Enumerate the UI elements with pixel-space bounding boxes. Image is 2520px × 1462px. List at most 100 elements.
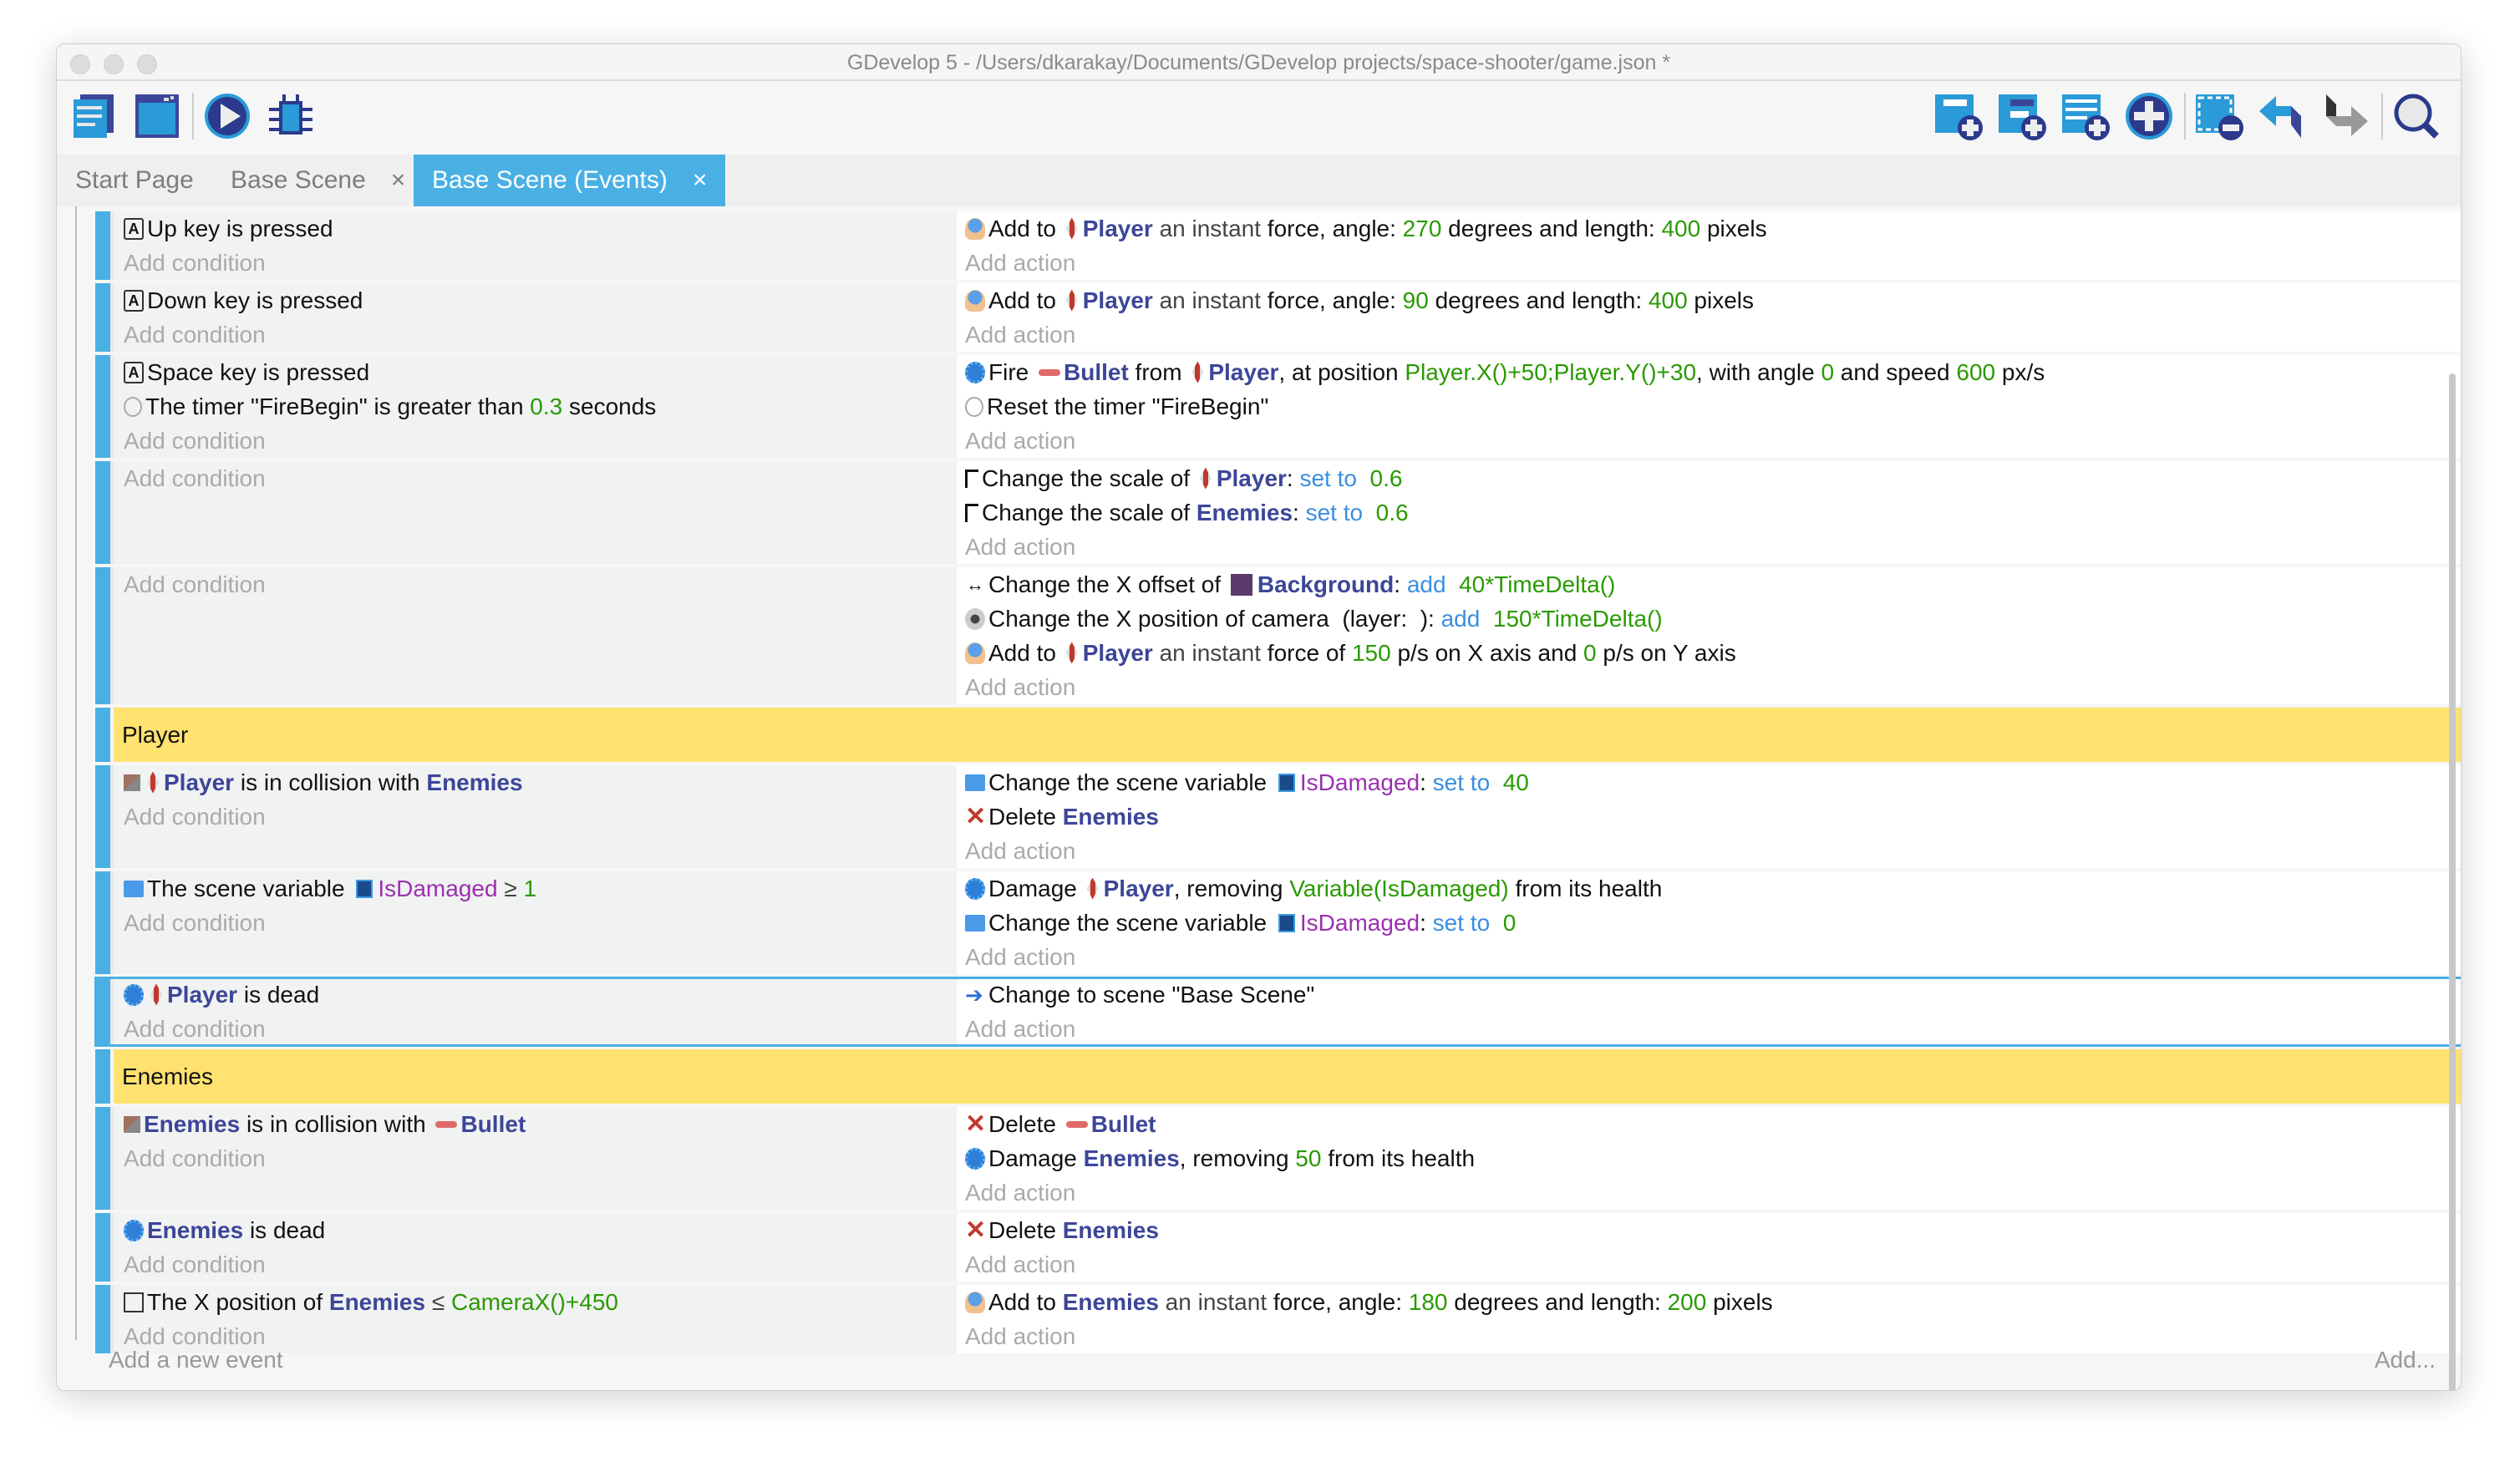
undo-icon[interactable] bbox=[2258, 91, 2308, 141]
object-name[interactable]: Bullet bbox=[1064, 359, 1129, 385]
add-condition-button[interactable]: Add condition bbox=[124, 571, 266, 597]
action[interactable]: Change the scale of Enemies: set to 0.6 bbox=[965, 495, 2461, 530]
add-event-icon[interactable] bbox=[1933, 91, 1984, 141]
tab-start-page[interactable]: Start Page bbox=[57, 155, 212, 206]
action[interactable]: ✕ Delete Enemies bbox=[965, 800, 2461, 834]
add-condition-button[interactable]: Add condition bbox=[124, 1323, 266, 1349]
add-action-button[interactable]: Add action bbox=[965, 428, 1076, 454]
event-row[interactable]: Enemies is in collision with Bullet Add c… bbox=[95, 1107, 2461, 1210]
add-action-button[interactable]: Add action bbox=[965, 838, 1076, 864]
preview-play-icon[interactable] bbox=[202, 91, 252, 141]
object-name[interactable]: Enemies bbox=[426, 769, 523, 795]
action[interactable]: ✕ Delete Enemies bbox=[965, 1213, 2461, 1247]
action[interactable]: Add to Player an instant force, angle: 9… bbox=[965, 283, 2461, 317]
condition[interactable]: A Down key is pressed bbox=[124, 283, 947, 317]
action[interactable]: Add to Player an instant force, angle: 2… bbox=[965, 211, 2461, 246]
object-name[interactable]: Background bbox=[1257, 571, 1395, 597]
object-name[interactable]: Player bbox=[1216, 465, 1287, 491]
object-name[interactable]: Bullet bbox=[1090, 1111, 1156, 1137]
event-drag-handle[interactable] bbox=[95, 1213, 110, 1282]
event-row[interactable]: Player is dead Add condition ➔ Change to sc… bbox=[94, 977, 2461, 1047]
object-name[interactable]: Enemies bbox=[1083, 1145, 1180, 1171]
event-row[interactable]: Add condition ↔ Change the X offset of Bac… bbox=[95, 567, 2461, 704]
event-drag-handle[interactable] bbox=[95, 1107, 110, 1210]
condition[interactable]: The X position of Enemies ≤ CameraX()+45… bbox=[124, 1285, 947, 1319]
add-more-button[interactable]: Add... bbox=[2374, 1347, 2436, 1373]
action[interactable]: Change the scene variable IsDamaged: set… bbox=[965, 765, 2461, 800]
object-name[interactable]: Player bbox=[1103, 876, 1174, 901]
close-window-button[interactable] bbox=[70, 54, 90, 74]
condition[interactable]: A Up key is pressed bbox=[124, 211, 947, 246]
event-row[interactable]: Add condition Change the scale of Player:… bbox=[95, 461, 2461, 564]
action[interactable]: Reset the timer "FireBegin" bbox=[965, 389, 2461, 424]
event-group[interactable]: Player bbox=[95, 708, 2461, 762]
action[interactable]: ➔ Change to scene "Base Scene" bbox=[965, 977, 2461, 1012]
object-name[interactable]: Player bbox=[1082, 216, 1153, 241]
object-name[interactable]: Enemies bbox=[328, 1289, 426, 1315]
tab-base-scene[interactable]: Base Scene × bbox=[212, 155, 424, 206]
event-drag-handle[interactable] bbox=[95, 977, 110, 1046]
condition[interactable]: Player is dead bbox=[124, 977, 947, 1012]
action[interactable]: Change the X position of camera (layer: … bbox=[965, 602, 2461, 636]
add-other-icon[interactable] bbox=[2124, 91, 2174, 141]
scene-editor-icon[interactable] bbox=[132, 91, 182, 141]
event-row[interactable]: A Down key is pressed Add condition Add to … bbox=[95, 283, 2461, 352]
action[interactable]: ↔ Change the X offset of Background: add … bbox=[965, 567, 2461, 602]
add-condition-button[interactable]: Add condition bbox=[124, 250, 266, 276]
action[interactable]: Add to Player an instant force of 150 p/… bbox=[965, 636, 2461, 670]
action[interactable]: Damage Enemies, removing 50 from its hea… bbox=[965, 1141, 2461, 1175]
object-name[interactable]: Enemies bbox=[144, 1111, 241, 1137]
action[interactable]: Add to Enemies an instant force, angle: … bbox=[965, 1285, 2461, 1319]
add-action-button[interactable]: Add action bbox=[965, 674, 1076, 700]
object-name[interactable]: Enemies bbox=[1062, 804, 1159, 830]
search-icon[interactable] bbox=[2391, 91, 2441, 141]
add-condition-button[interactable]: Add condition bbox=[124, 428, 266, 454]
action[interactable]: ✕ Delete Bullet bbox=[965, 1107, 2461, 1141]
condition[interactable]: Player is in collision with Enemies bbox=[124, 765, 947, 800]
object-name[interactable]: Player bbox=[1082, 640, 1153, 666]
add-comment-icon[interactable] bbox=[2060, 91, 2111, 141]
event-row[interactable]: A Up key is pressed Add condition Add to Pl… bbox=[95, 211, 2461, 280]
add-condition-button[interactable]: Add condition bbox=[124, 910, 266, 936]
condition[interactable]: The timer "FireBegin" is greater than 0.… bbox=[124, 389, 947, 424]
add-condition-button[interactable]: Add condition bbox=[124, 465, 266, 491]
debugger-icon[interactable] bbox=[266, 91, 316, 141]
object-name[interactable]: Enemies bbox=[1062, 1289, 1159, 1315]
event-drag-handle[interactable] bbox=[95, 871, 110, 974]
add-new-event-button[interactable]: Add a new event bbox=[109, 1347, 283, 1373]
event-row[interactable]: The X position of Enemies ≤ CameraX()+45… bbox=[95, 1285, 2461, 1353]
condition[interactable]: The scene variable IsDamaged ≥ 1 bbox=[124, 871, 947, 906]
redo-icon[interactable] bbox=[2321, 91, 2371, 141]
event-row[interactable]: The scene variable IsDamaged ≥ 1 Add cond… bbox=[95, 871, 2461, 974]
add-action-button[interactable]: Add action bbox=[965, 250, 1076, 276]
event-drag-handle[interactable] bbox=[95, 283, 110, 352]
event-drag-handle[interactable] bbox=[95, 765, 110, 868]
object-name[interactable]: Player bbox=[164, 769, 235, 795]
object-name[interactable]: Bullet bbox=[460, 1111, 526, 1137]
object-name[interactable]: Player bbox=[1082, 287, 1153, 313]
add-action-button[interactable]: Add action bbox=[965, 1180, 1076, 1206]
tab-base-scene-events[interactable]: Base Scene (Events) × bbox=[414, 155, 726, 206]
add-action-button[interactable]: Add action bbox=[965, 1323, 1076, 1349]
add-condition-button[interactable]: Add condition bbox=[124, 322, 266, 348]
project-manager-icon[interactable] bbox=[69, 91, 119, 141]
event-drag-handle[interactable] bbox=[95, 211, 110, 280]
add-condition-button[interactable]: Add condition bbox=[124, 1145, 266, 1171]
event-drag-handle[interactable] bbox=[95, 708, 110, 762]
event-drag-handle[interactable] bbox=[95, 461, 110, 564]
condition[interactable]: A Space key is pressed bbox=[124, 355, 947, 389]
event-row[interactable]: Player is in collision with Enemies Add c… bbox=[95, 765, 2461, 868]
add-action-button[interactable]: Add action bbox=[965, 944, 1076, 970]
vertical-scrollbar[interactable] bbox=[2449, 373, 2456, 1390]
object-name[interactable]: Enemies bbox=[1196, 500, 1293, 525]
add-action-button[interactable]: Add action bbox=[965, 322, 1076, 348]
event-drag-handle[interactable] bbox=[95, 567, 110, 704]
condition[interactable]: Enemies is in collision with Bullet bbox=[124, 1107, 947, 1141]
event-row[interactable]: Enemies is dead Add condition ✕ Delete Enem… bbox=[95, 1213, 2461, 1282]
object-name[interactable]: Player bbox=[167, 982, 238, 1008]
action[interactable]: Damage Player, removing Variable(IsDamag… bbox=[965, 871, 2461, 906]
action[interactable]: Fire Bullet from Player, at position Pla… bbox=[965, 355, 2461, 389]
action[interactable]: Change the scale of Player: set to 0.6 bbox=[965, 461, 2461, 495]
delete-event-icon[interactable] bbox=[2194, 91, 2244, 141]
condition[interactable]: Enemies is dead bbox=[124, 1213, 947, 1247]
